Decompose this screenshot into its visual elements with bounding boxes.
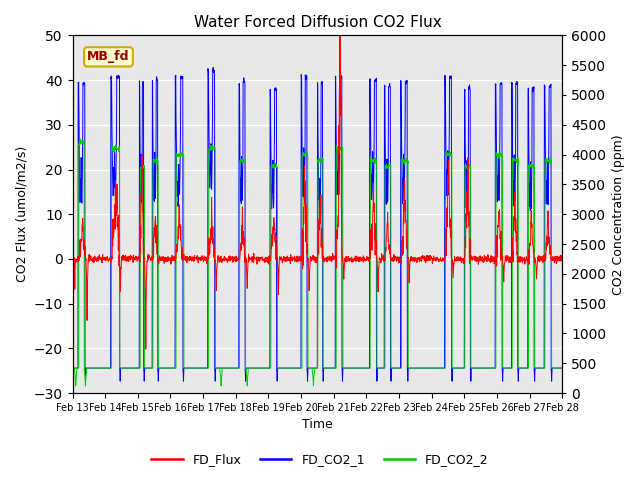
- Y-axis label: CO2 Flux (umol/m2/s): CO2 Flux (umol/m2/s): [15, 146, 28, 282]
- Y-axis label: CO2 Concentration (ppm): CO2 Concentration (ppm): [612, 134, 625, 295]
- Title: Water Forced Diffusion CO2 Flux: Water Forced Diffusion CO2 Flux: [193, 15, 442, 30]
- Text: MB_fd: MB_fd: [87, 50, 130, 63]
- Legend: FD_Flux, FD_CO2_1, FD_CO2_2: FD_Flux, FD_CO2_1, FD_CO2_2: [147, 448, 493, 471]
- X-axis label: Time: Time: [302, 419, 333, 432]
